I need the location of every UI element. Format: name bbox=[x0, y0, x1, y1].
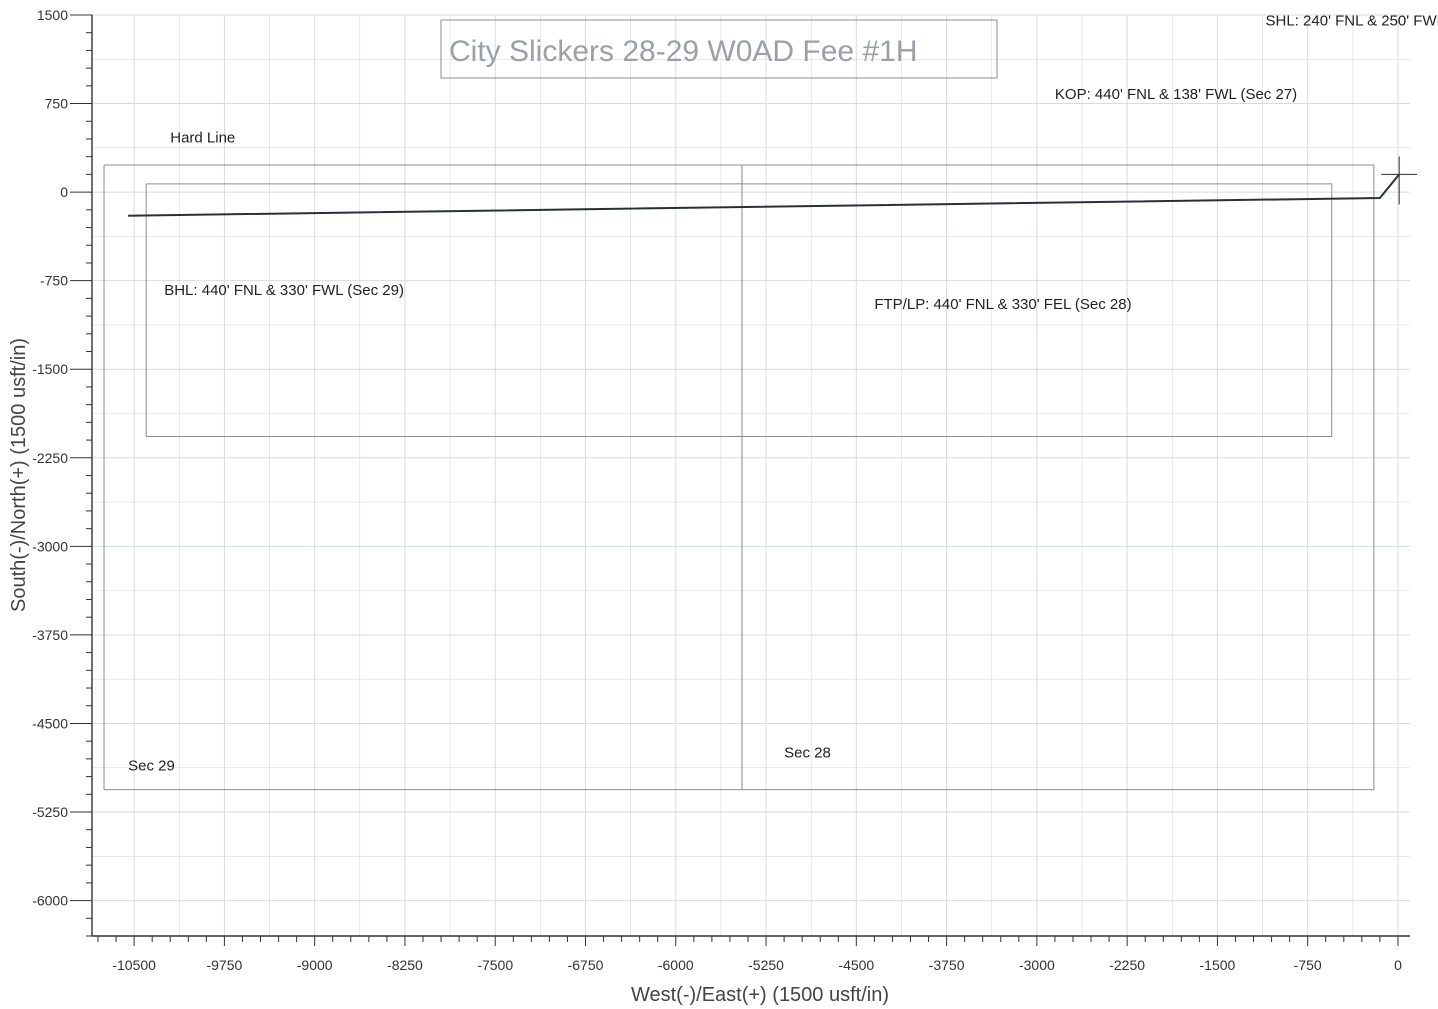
annotation-bhl: BHL: 440' FNL & 330' FWL (Sec 29) bbox=[164, 282, 404, 299]
y-tick-label: 0 bbox=[60, 184, 68, 200]
x-tick-label: -7500 bbox=[477, 957, 513, 973]
outline-sec-29 bbox=[103, 164, 743, 791]
x-tick-label: -5250 bbox=[748, 957, 784, 973]
chart-title: City Slickers 28-29 W0AD Fee #1H bbox=[449, 35, 918, 68]
annotation-sec-29: Sec 29 bbox=[128, 758, 175, 775]
y-tick-label: 750 bbox=[45, 96, 69, 112]
annotation-hard-line: Hard Line bbox=[170, 130, 235, 147]
y-tick-label: -4500 bbox=[32, 715, 68, 731]
section-outlines bbox=[103, 164, 1375, 791]
y-tick-label: -2250 bbox=[32, 450, 68, 466]
x-tick-label: -9750 bbox=[206, 957, 242, 973]
annotation-shl: SHL: 240' FNL & 250' FWL (Sec 27) bbox=[1266, 13, 1438, 30]
axes bbox=[91, 15, 1410, 937]
y-tick-label: -3750 bbox=[32, 627, 68, 643]
y-tick-label: -3000 bbox=[32, 538, 68, 554]
x-tick-label: -750 bbox=[1294, 957, 1322, 973]
annotation-ftp-lp: FTP/LP: 440' FNL & 330' FEL (Sec 28) bbox=[874, 296, 1131, 313]
well-path bbox=[128, 156, 1418, 217]
grid bbox=[92, 14, 1410, 936]
annotation-sec-28: Sec 28 bbox=[784, 745, 831, 762]
y-axis-title: South(-)/North(+) (1500 usft/in) bbox=[8, 338, 30, 612]
x-tick-label: -3750 bbox=[929, 957, 965, 973]
chart-title-box: City Slickers 28-29 W0AD Fee #1H bbox=[440, 19, 998, 79]
x-tick-label: -6750 bbox=[568, 957, 604, 973]
x-tick-label: -6000 bbox=[658, 957, 694, 973]
x-tick-label: -1500 bbox=[1200, 957, 1236, 973]
tick-labels: -10500 -9750 -9000 -8250 -7500 -6750 -6000 -525… bbox=[32, 7, 1402, 973]
well-path-line bbox=[128, 173, 1400, 217]
y-tick-label: -5250 bbox=[32, 804, 68, 820]
x-tick-label: -9000 bbox=[297, 957, 333, 973]
outline-sec-28 bbox=[741, 164, 1375, 791]
x-axis-title: West(-)/East(+) (1500 usft/in) bbox=[631, 984, 889, 1006]
x-tick-label: -2250 bbox=[1109, 957, 1145, 973]
y-tick-label: 1500 bbox=[37, 7, 68, 23]
x-tick-label: -3000 bbox=[1019, 957, 1055, 973]
y-tick-label: -1500 bbox=[32, 361, 68, 377]
annotation-kop: KOP: 440' FNL & 138' FWL (Sec 27) bbox=[1055, 86, 1297, 103]
y-tick-label: -6000 bbox=[32, 893, 68, 909]
x-tick-label: 0 bbox=[1394, 957, 1402, 973]
annotations: SHL: 240' FNL & 250' FWL (Sec 27) KOP: 44… bbox=[128, 13, 1438, 775]
x-tick-label: -8250 bbox=[387, 957, 423, 973]
x-tick-label: -10500 bbox=[112, 957, 156, 973]
outline-hard-line bbox=[145, 183, 1333, 438]
y-tick-label: -750 bbox=[40, 273, 68, 289]
x-tick-label: -4500 bbox=[838, 957, 874, 973]
